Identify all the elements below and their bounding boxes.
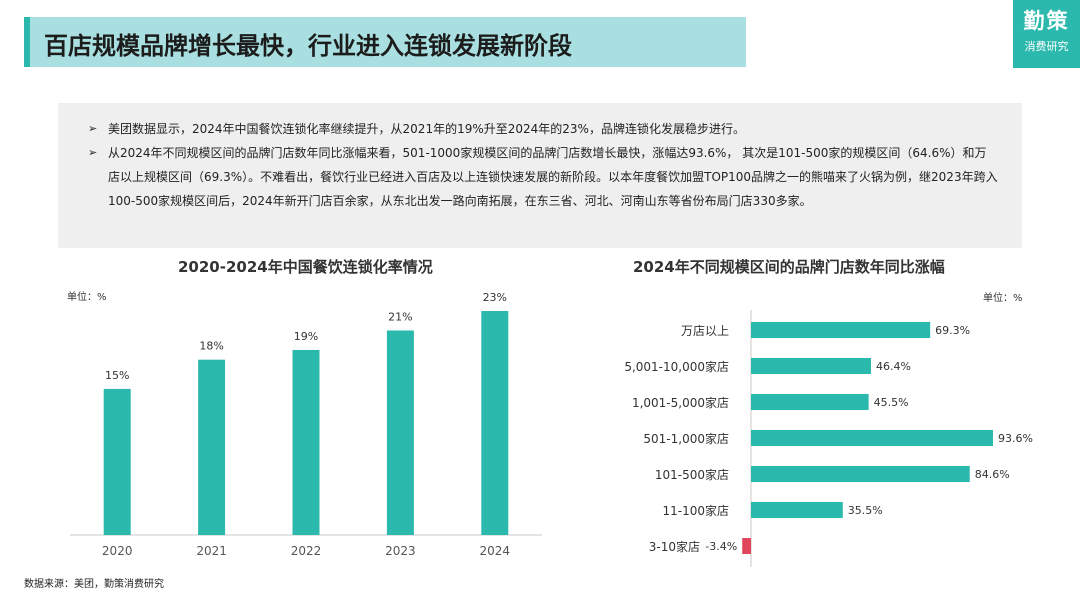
bar bbox=[751, 430, 993, 446]
data-source: 数据来源：美团，勤策消费研究 bbox=[24, 579, 164, 590]
data-label: 21% bbox=[388, 310, 412, 323]
x-tick-label: 2022 bbox=[291, 544, 322, 558]
data-label: 15% bbox=[105, 369, 129, 382]
unit-label-left: 单位：% bbox=[67, 292, 107, 303]
y-tick-label: 501-1,000家店 bbox=[643, 431, 729, 446]
bar bbox=[481, 311, 509, 535]
bar bbox=[103, 388, 131, 535]
x-tick-label: 2023 bbox=[385, 544, 416, 558]
y-tick-label: 万店以上 bbox=[681, 324, 729, 338]
bar bbox=[751, 466, 970, 482]
bar bbox=[292, 349, 320, 535]
bar bbox=[198, 359, 226, 535]
y-tick-label: 1,001-5,000家店 bbox=[632, 395, 729, 410]
x-tick-label: 2021 bbox=[196, 544, 227, 558]
y-tick-label: 11-100家店 bbox=[662, 503, 729, 518]
data-label: 18% bbox=[199, 340, 223, 353]
data-label: -3.4% bbox=[705, 540, 737, 553]
bar bbox=[751, 322, 931, 338]
data-label: 69.3% bbox=[935, 324, 970, 337]
arrow-bullet-icon: ➢ bbox=[88, 146, 98, 159]
bar bbox=[751, 358, 871, 374]
bar bbox=[386, 330, 414, 535]
x-tick-label: 2024 bbox=[480, 544, 511, 558]
unit-label-right: 单位：% bbox=[983, 293, 1023, 304]
y-tick-label: 5,001-10,000家店 bbox=[624, 359, 729, 374]
brand-subtitle: 消费研究 bbox=[1024, 40, 1069, 53]
summary-box: ➢ 美团数据显示，2024年中国餐饮连锁化率继续提升，从2021年的19%升至2… bbox=[58, 103, 1022, 248]
data-label: 46.4% bbox=[876, 360, 911, 373]
bar bbox=[742, 538, 751, 554]
data-label: 84.6% bbox=[975, 468, 1010, 481]
summary-bullet: ➢ 美团数据显示，2024年中国餐饮连锁化率继续提升，从2021年的19%升至2… bbox=[88, 117, 998, 141]
data-label: 35.5% bbox=[848, 504, 883, 517]
arrow-bullet-icon: ➢ bbox=[88, 122, 98, 135]
y-tick-label: 3-10家店 bbox=[649, 539, 700, 554]
x-tick-label: 2020 bbox=[102, 544, 133, 558]
chart-title-left: 2020-2024年中国餐饮连锁化率情况 bbox=[178, 258, 433, 276]
bar bbox=[751, 394, 869, 410]
brand-logo: 勤策 消费研究 bbox=[1013, 0, 1080, 68]
y-tick-label: 101-500家店 bbox=[655, 467, 729, 482]
summary-text: 从2024年不同规模区间的品牌门店数年同比涨幅来看，501-1000家规模区间的… bbox=[108, 146, 998, 208]
brand-name: 勤策 bbox=[1023, 8, 1070, 33]
page-title: 百店规模品牌增长最快，行业进入连锁发展新阶段 bbox=[44, 32, 572, 60]
data-label: 23% bbox=[483, 291, 507, 304]
bar bbox=[751, 502, 843, 518]
data-label: 45.5% bbox=[874, 396, 909, 409]
title-accent bbox=[24, 17, 30, 67]
chart-title-right: 2024年不同规模区间的品牌门店数年同比涨幅 bbox=[633, 258, 945, 276]
data-label: 93.6% bbox=[998, 432, 1033, 445]
summary-text: 美团数据显示，2024年中国餐饮连锁化率继续提升，从2021年的19%升至202… bbox=[108, 122, 745, 136]
summary-bullet: ➢ 从2024年不同规模区间的品牌门店数年同比涨幅来看，501-1000家规模区… bbox=[88, 141, 998, 213]
title-bar: 百店规模品牌增长最快，行业进入连锁发展新阶段 bbox=[24, 17, 746, 67]
data-label: 19% bbox=[294, 330, 318, 343]
